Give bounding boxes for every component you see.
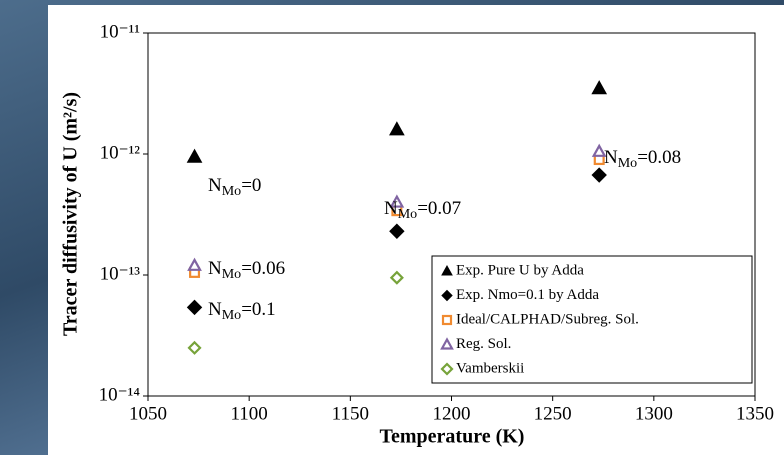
marker [187, 257, 202, 271]
marker [186, 148, 203, 163]
annotation-base: N [208, 258, 222, 279]
legend-label: Ideal/CALPHAD/Subreg. Sol. [456, 311, 639, 327]
annotation-rest: =0.06 [241, 258, 285, 279]
annotation: NMo=0.07 [384, 198, 461, 222]
x-tick-label: 1350 [736, 403, 774, 424]
marker [440, 362, 454, 376]
marker [441, 289, 453, 302]
legend-label: Reg. Sol. [456, 336, 511, 352]
marker [440, 337, 454, 350]
marker [389, 270, 404, 285]
marker [389, 223, 405, 239]
x-tick-label: 1050 [129, 403, 167, 424]
annotation-sub: Mo [222, 308, 241, 323]
y-tick-label: 10⁻¹⁴ [99, 384, 141, 405]
annotation-sub: Mo [222, 267, 241, 282]
annotation: NMo=0.08 [604, 147, 681, 171]
marker [591, 80, 608, 95]
x-tick-label: 1150 [332, 403, 369, 424]
chart-background [48, 5, 784, 455]
annotation-base: N [604, 147, 618, 168]
annotation-base: N [208, 175, 222, 196]
marker [591, 143, 607, 157]
legend-label: Exp. Nmo=0.1 by Adda [456, 287, 599, 303]
marker [187, 340, 202, 355]
x-axis-label: Temperature (K) [380, 426, 525, 448]
annotation: NMo=0 [208, 175, 261, 199]
y-tick-label: 10⁻¹² [100, 142, 141, 163]
marker [591, 167, 607, 183]
annotation-rest: =0.08 [637, 147, 681, 168]
annotation-rest: =0.1 [241, 299, 275, 320]
y-axis-label: Tracer diffusivity of U (m²/s) [60, 92, 82, 336]
marker [389, 194, 405, 208]
y-tick-label: 10⁻¹³ [100, 263, 141, 284]
marker [441, 314, 453, 326]
x-tick-label: 1200 [433, 403, 471, 424]
annotation-sub: Mo [398, 207, 417, 222]
legend: Exp. Pure U by Adda Exp. Nmo=0.1 by Adda I… [431, 255, 753, 384]
annotation-sub: Mo [222, 184, 241, 199]
marker [441, 264, 453, 276]
annotation-sub: Mo [618, 156, 637, 171]
annotation: NMo=0.06 [208, 258, 285, 282]
annotation-rest: =0 [241, 175, 261, 196]
annotation-base: N [208, 299, 222, 320]
annotation: NMo=0.1 [208, 299, 276, 323]
legend-box [431, 255, 753, 384]
x-tick-label: 1300 [635, 403, 673, 424]
marker [389, 121, 405, 136]
legend-label: Vamberskii [456, 360, 524, 376]
y-tick-label: 10⁻¹¹ [100, 21, 141, 42]
annotation-base: N [384, 198, 398, 219]
legend-label: Exp. Pure U by Adda [456, 262, 584, 278]
x-tick-label: 1250 [534, 403, 572, 424]
annotation-rest: =0.07 [417, 198, 461, 219]
marker [186, 299, 203, 316]
x-tick-label: 1100 [231, 403, 268, 424]
